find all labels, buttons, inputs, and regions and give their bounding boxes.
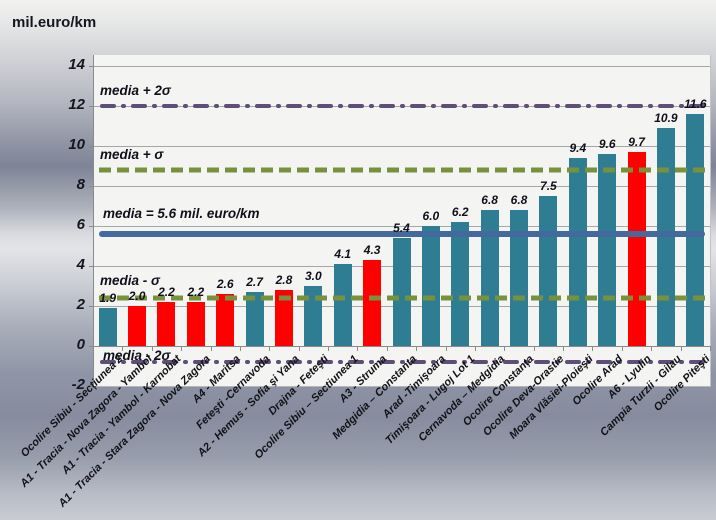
bar-Arad -Timişoara [421,226,440,346]
x-axis-tick [269,346,271,351]
y-axis-tick [89,346,93,347]
y-axis-tick-label: 6 [76,216,85,233]
x-axis-tick [621,346,623,351]
x-axis-line [93,346,710,347]
y-axis-unit-label: mil.euro/km [12,14,97,31]
bar-A1 - Tracia - Nova Zagora - Yambol [128,306,147,346]
bar-A1 - Tracia - Yambol - Karnobat [157,302,176,346]
x-axis-tick [474,346,476,351]
x-axis-tick [533,346,535,351]
y-axis-tick-label: 8 [76,176,85,193]
y-axis-tick-label: 4 [76,256,85,273]
x-axis-tick [710,346,711,351]
x-axis-tick [93,346,94,351]
x-axis-tick [504,346,506,351]
y-axis-tick [89,146,93,147]
ref-line-label-2: media = 5.6 mil. euro/km [103,206,260,221]
y-axis-tick-label: 14 [68,56,85,73]
bar-value-label: 9.7 [628,135,645,149]
ref-line-label-3: media - σ [100,273,160,288]
y-axis-tick [89,226,93,227]
y-axis-tick [89,306,93,307]
bar-value-label: 6.8 [510,193,528,207]
bar-Moara Vlăsiei-Ploieşti [568,158,587,346]
bar-Feteşti -Cernavoda [245,292,264,346]
bar-value-label: 7.5 [540,179,557,193]
bar-value-label: 11.6 [684,97,707,111]
bar-value-label: 6.2 [451,205,469,219]
x-axis-tick [122,346,124,351]
gridline [93,106,710,107]
bar-Ocolire Sibiu – Sectiunea 1 [333,264,352,346]
x-axis-tick [181,346,183,351]
y-axis-tick [89,106,93,107]
bar-Ocolire Constanța [510,210,529,346]
y-axis-tick-label: 0 [76,336,85,353]
bar-Ocolire Deva-Orastie [539,196,558,346]
bar-value-label: 10.9 [654,111,678,125]
y-axis-tick [89,266,93,267]
bar-value-label: 9.6 [598,137,616,151]
bar-A4 - Maritsa [216,294,235,346]
x-axis-tick [210,346,212,351]
y-axis-tick [89,186,93,187]
ref-line-label-4: media - 2σ [103,348,171,363]
bar-value-label: 2.6 [216,277,234,291]
x-axis-tick [592,346,594,351]
ref-line-label-0: media + 2σ [100,83,171,98]
y-axis-tick-label: 10 [68,136,85,153]
y-axis-tick-label: 12 [68,96,85,113]
bar-value-label: 6.8 [481,193,498,207]
bar-Ocolire Piteşti [686,114,705,346]
gridline [93,146,710,147]
gridline [93,186,710,187]
bar-A1 - Tracia - Stara Zagora - Nova Zagora [186,302,205,346]
bar-A3 - Struma [363,260,382,346]
y-axis-tick-label: -2 [71,376,85,393]
x-axis-tick [445,346,447,351]
x-axis-tick [651,346,653,351]
x-axis-tick [151,346,153,351]
y-axis-tick [89,66,93,67]
bar-value-label: 9.4 [569,141,587,155]
bar-value-label: 2.7 [246,275,263,289]
bar-Cernavoda – Medgidia [480,210,499,346]
x-axis-tick [680,346,682,351]
y-axis-tick [89,386,93,387]
y-axis-tick-label: 2 [76,296,85,313]
bar-value-label: 4.3 [363,243,381,257]
bar-A2 - Hemus - Sofia şi Yana [274,290,293,346]
bar-value-label: 2.8 [275,273,293,287]
x-axis-tick [563,346,565,351]
bar-Ocolire Sibiu - Secțiunea 2 [98,308,117,346]
x-axis-tick [416,346,418,351]
gridline [93,66,710,67]
bar-value-label: 4.1 [334,247,352,261]
x-axis-tick [239,346,241,351]
x-axis-tick [328,346,330,351]
bar-value-label: 3.0 [305,269,322,283]
y-axis-line [93,55,94,386]
bar-A6 - Lyulin [627,152,646,346]
x-axis-tick [357,346,359,351]
bar-value-label: 5.4 [393,221,410,235]
bar-Medgidia – Constanta [392,238,411,346]
bar-value-label: 6.0 [422,209,440,223]
bar-Ocolire Arad [598,154,617,346]
ref-line-label-1: media + σ [100,147,164,162]
x-axis-category-label: A1 - Tracia - Nova Zagora - Yambol [17,353,155,490]
gridline [93,226,710,227]
bar-Campia Turzii - Gilau [656,128,675,346]
bar-Timişoara - Lugoj Lot 1 [451,222,470,346]
x-axis-tick [298,346,300,351]
x-axis-tick [386,346,388,351]
bar-Drajna - Feteşti [304,286,323,346]
